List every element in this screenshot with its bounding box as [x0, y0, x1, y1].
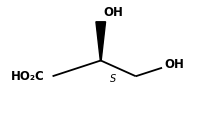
Text: HO₂C: HO₂C: [11, 70, 45, 83]
Text: S: S: [110, 74, 116, 84]
Text: OH: OH: [103, 6, 123, 19]
Polygon shape: [96, 22, 106, 60]
Text: OH: OH: [164, 58, 184, 71]
